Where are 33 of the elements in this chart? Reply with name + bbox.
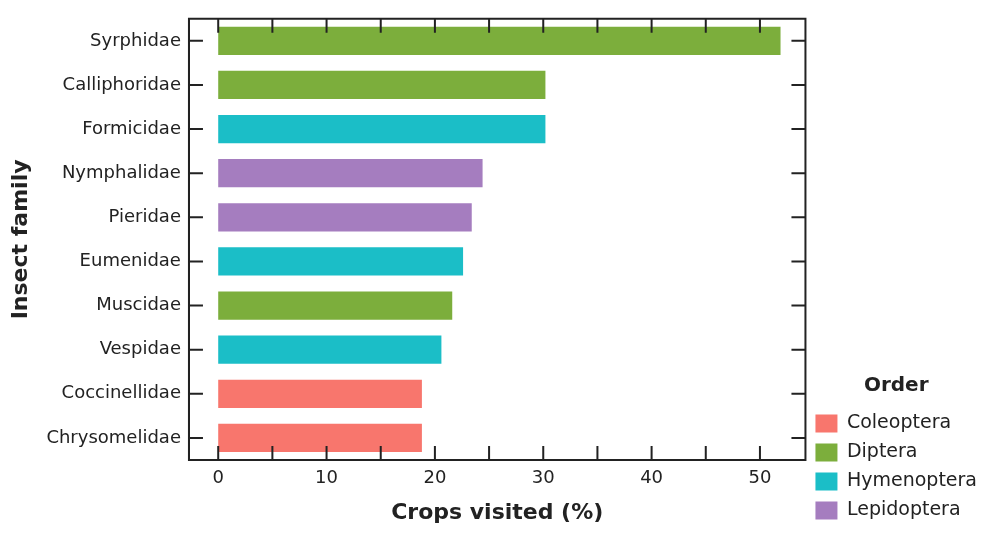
x-tick-label: 30 (531, 466, 555, 488)
x-tick-label: 40 (640, 466, 664, 488)
bar (218, 159, 483, 188)
y-tick-label: Coccinellidae (61, 381, 181, 403)
x-tick-label: 10 (315, 466, 339, 488)
legend-title: Order (863, 372, 929, 397)
x-tick-label: 20 (423, 466, 447, 488)
y-tick-label: Syrphidae (90, 28, 181, 50)
y-tick-label: Muscidae (96, 293, 181, 315)
bar (218, 379, 422, 408)
x-axis-title: Crops visited (%) (391, 498, 604, 524)
legend-label: Coleoptera (846, 410, 952, 433)
bar (218, 335, 442, 364)
legend-label: Lepidoptera (846, 497, 961, 520)
y-tick-label: Chrysomelidae (46, 425, 181, 447)
y-tick-label: Pieridae (108, 205, 181, 227)
y-axis-title: Insect family (6, 159, 32, 320)
bar (218, 247, 464, 276)
bar (218, 203, 472, 232)
bar (218, 70, 546, 100)
y-tick-label: Vespidae (99, 337, 181, 359)
bar (218, 26, 781, 55)
x-tick-label: 50 (748, 466, 772, 488)
legend-label: Hymenoptera (846, 468, 978, 491)
y-tick-label: Nymphalidae (61, 160, 181, 182)
x-tick-label: 0 (212, 466, 224, 488)
y-tick-label: Eumenidae (79, 249, 181, 271)
bar (218, 114, 546, 144)
bar (218, 291, 453, 320)
legend-label: Diptera (846, 439, 918, 462)
bar (218, 423, 422, 453)
y-tick-label: Calliphoridae (62, 72, 181, 94)
y-tick-label: Formicidae (82, 116, 181, 138)
